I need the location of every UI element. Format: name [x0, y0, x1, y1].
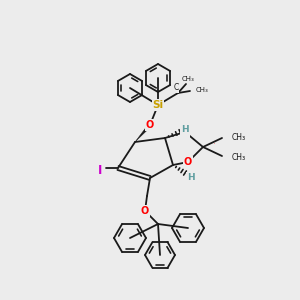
Text: O: O [213, 142, 214, 143]
Text: H: H [181, 125, 189, 134]
Text: CH₃: CH₃ [232, 133, 246, 142]
Text: CH₃: CH₃ [182, 76, 194, 82]
Text: O: O [181, 127, 189, 137]
Polygon shape [135, 124, 151, 142]
Text: I: I [98, 164, 102, 176]
Text: O: O [146, 120, 154, 130]
Text: C: C [173, 83, 178, 92]
Text: CH₃: CH₃ [196, 87, 209, 93]
Text: O: O [141, 206, 149, 216]
Text: O: O [184, 157, 192, 167]
Text: H: H [187, 172, 195, 182]
Text: Si: Si [152, 100, 164, 110]
Text: CH₃: CH₃ [232, 152, 246, 161]
